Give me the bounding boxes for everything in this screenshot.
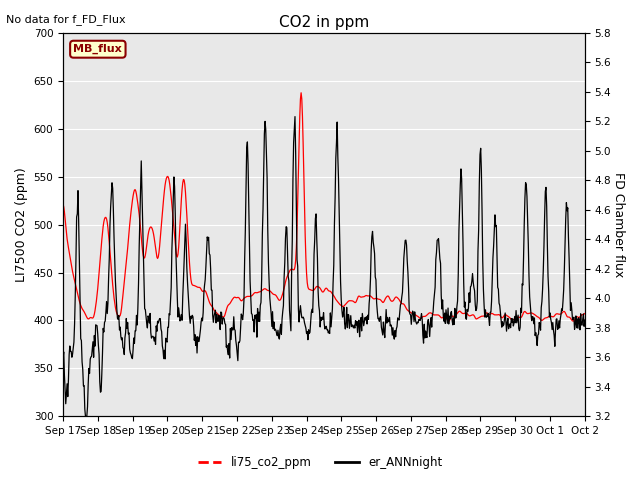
er_ANNnight <box>217 309 225 315</box>
Y-axis label: FD Chamber flux: FD Chamber flux <box>612 172 625 277</box>
Line: li75_co2_ppm: li75_co2_ppm <box>63 93 585 322</box>
Line: er_ANNnight: er_ANNnight <box>63 117 585 417</box>
er_ANNnight <box>379 332 387 338</box>
li75_co2_ppm <box>242 294 250 300</box>
li75_co2_ppm <box>581 311 589 316</box>
er_ANNnight <box>59 356 67 361</box>
er_ANNnight <box>262 150 270 156</box>
li75_co2_ppm <box>120 280 128 286</box>
li75_co2_ppm <box>262 286 269 292</box>
er_ANNnight <box>243 145 250 151</box>
li75_co2_ppm <box>216 313 224 319</box>
li75_co2_ppm <box>378 299 386 305</box>
er_ANNnight <box>121 335 129 341</box>
Y-axis label: LI7500 CO2 (ppm): LI7500 CO2 (ppm) <box>15 167 28 282</box>
er_ANNnight <box>581 317 589 323</box>
er_ANNnight <box>408 313 416 319</box>
Text: MB_flux: MB_flux <box>74 44 122 54</box>
Text: No data for f_FD_Flux: No data for f_FD_Flux <box>6 14 126 25</box>
Legend: li75_co2_ppm, er_ANNnight: li75_co2_ppm, er_ANNnight <box>193 452 447 474</box>
er_ANNnight <box>82 414 90 420</box>
li75_co2_ppm <box>445 319 452 324</box>
er_ANNnight <box>291 114 299 120</box>
li75_co2_ppm <box>408 310 415 316</box>
li75_co2_ppm <box>297 90 305 96</box>
li75_co2_ppm <box>59 201 67 207</box>
Title: CO2 in ppm: CO2 in ppm <box>279 15 369 30</box>
